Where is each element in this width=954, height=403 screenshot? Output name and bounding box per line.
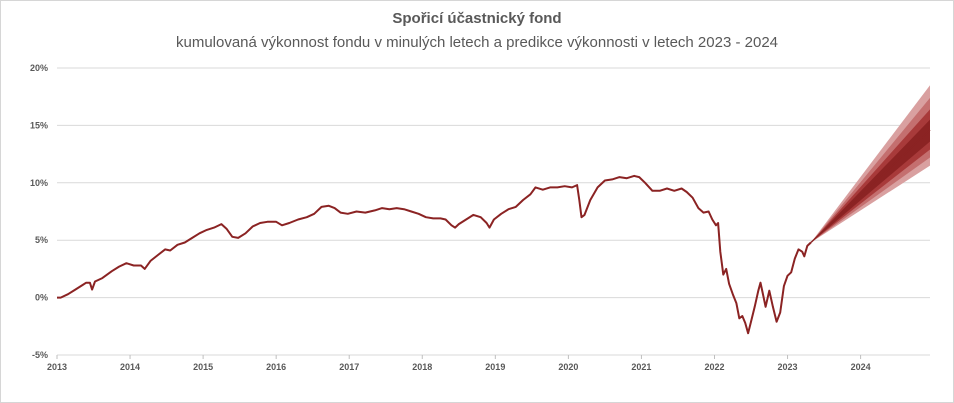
y-axis-ticks: -5% 0% 5% 10% 15% 20% [30,63,48,360]
x-tick-label: 2022 [704,362,724,372]
forecast-band [810,119,930,243]
x-axis-ticks: 2013 2014 2015 2016 2017 2018 2019 2020 2021 2022… [47,355,871,372]
series-line [57,174,812,335]
y-tick-label: 5% [35,235,48,245]
chart-subtitle: kumulovaná výkonnost fondu v minulých le… [175,34,778,51]
forecast-band [810,85,930,243]
y-tick-label: 10% [30,178,48,188]
y-tick-label: 0% [35,293,48,303]
x-tick-label: 2014 [120,362,140,372]
x-tick-label: 2024 [851,362,871,372]
y-tick-label: -5% [32,350,48,360]
x-tick-label: 2020 [558,362,578,372]
y-tick-label: 20% [30,63,48,73]
x-tick-label: 2016 [266,362,286,372]
x-tick-label: 2023 [778,362,798,372]
x-tick-label: 2015 [193,362,213,372]
forecast-median [810,129,931,244]
x-tick-label: 2013 [47,362,67,372]
gridlines [57,67,930,356]
x-tick-label: 2021 [631,362,651,372]
history-line [57,174,812,335]
x-tick-label: 2017 [339,362,359,372]
forecast-band [810,97,930,243]
y-tick-label: 15% [30,120,48,130]
forecast-fan [810,85,931,244]
chart-title: Spořicí účastnický fond [392,10,562,27]
x-tick-label: 2019 [485,362,505,372]
forecast-band [810,109,930,243]
x-tick-label: 2018 [412,362,432,372]
